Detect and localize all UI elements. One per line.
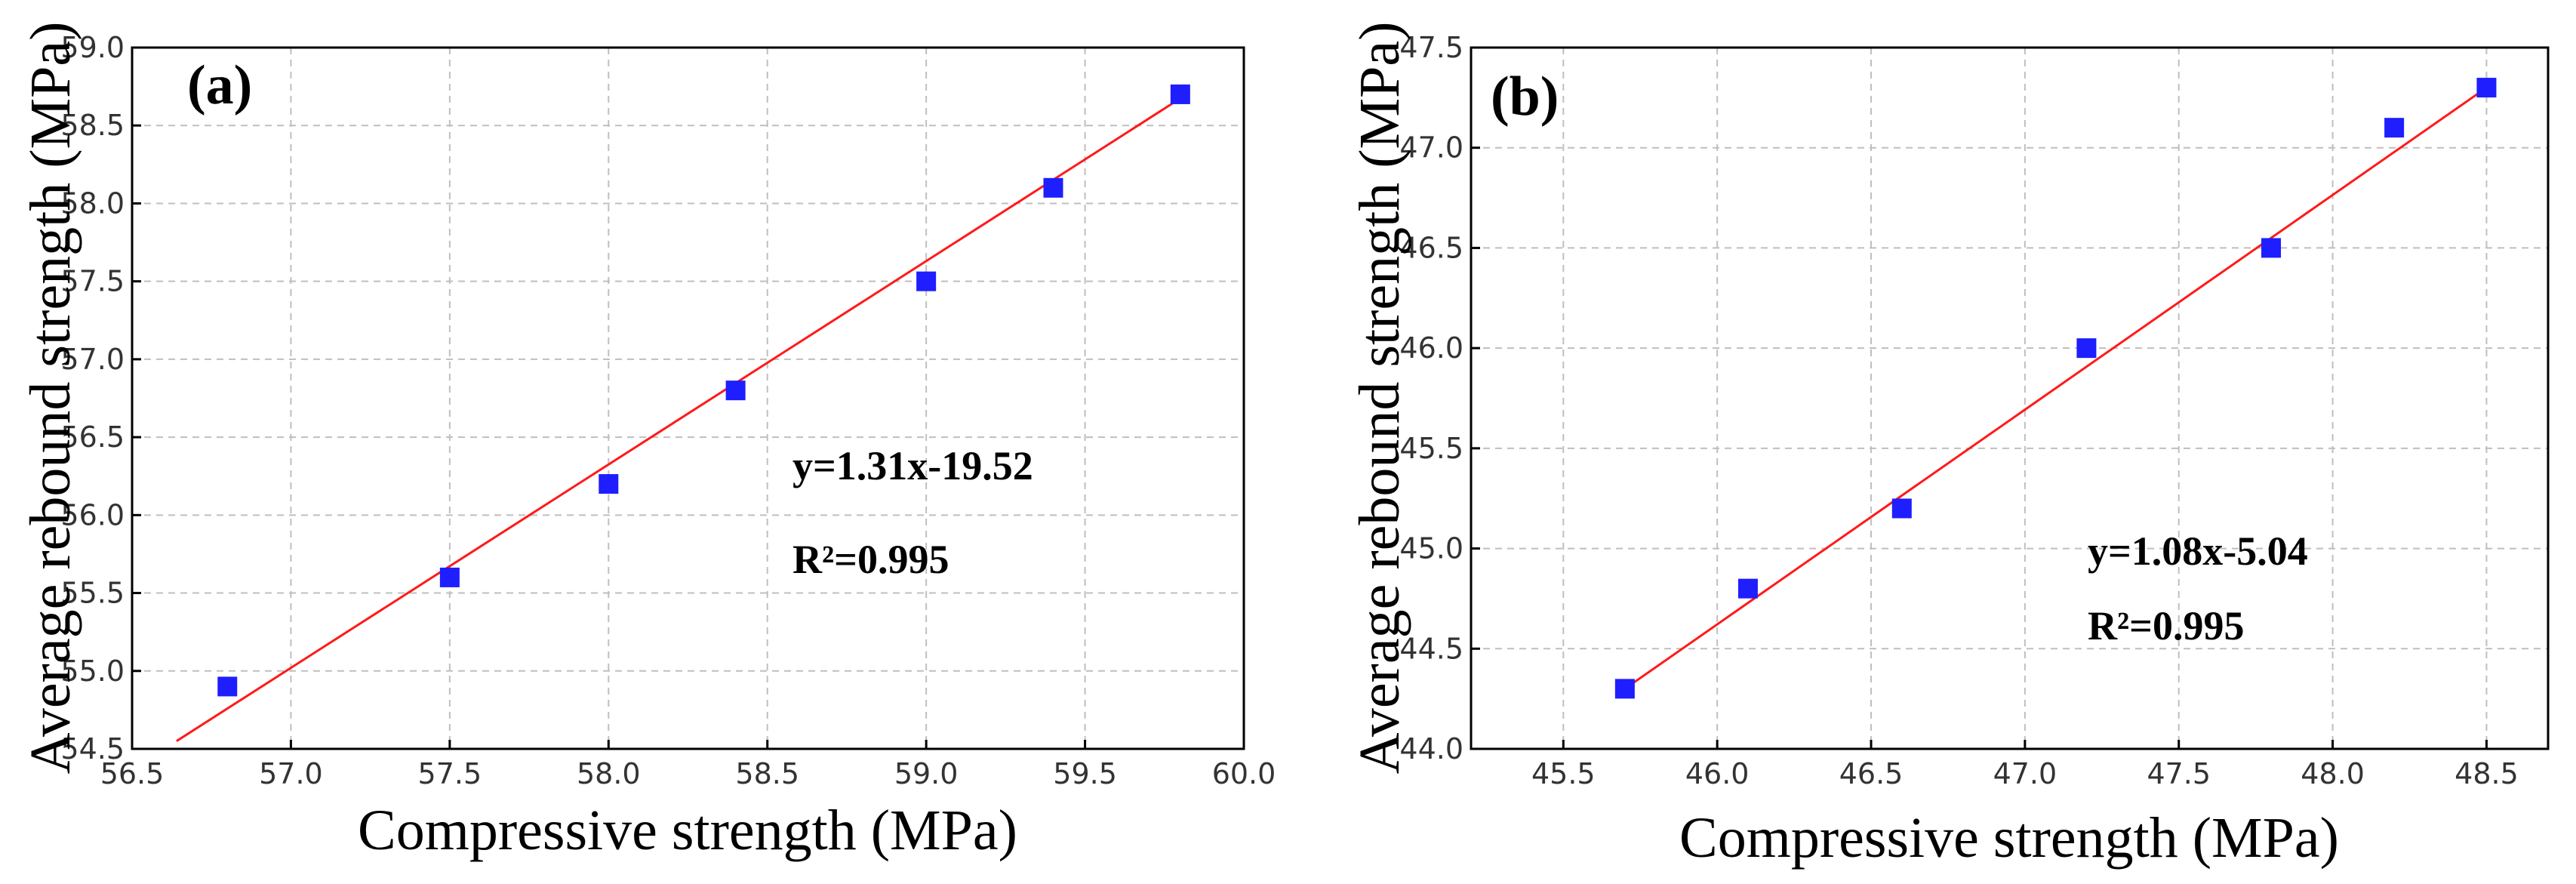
x-tick-label: 46.0 xyxy=(1685,757,1750,790)
r-squared-a: R²=0.995 xyxy=(792,537,949,582)
x-tick-label: 58.0 xyxy=(577,757,641,790)
data-point xyxy=(1737,578,1758,599)
x-tick-label: 58.5 xyxy=(735,757,799,790)
y-tick-label: 45.0 xyxy=(1399,532,1463,565)
x-tick-label: 60.0 xyxy=(1212,757,1276,790)
x-tick-label: 59.0 xyxy=(894,757,959,790)
data-point xyxy=(1170,84,1190,104)
y-tick-label: 46.0 xyxy=(1399,331,1463,365)
data-point xyxy=(2476,78,2497,98)
panel-label-b: (b) xyxy=(1491,66,1559,128)
y-tick-label: 44.0 xyxy=(1399,732,1463,765)
equation-b: y=1.08x-5.04 xyxy=(2088,528,2308,574)
panel-a: 56.5 57.0 57.5 58.0 58.5 59.0 59.5 60.0 54.5 55.0… xyxy=(19,22,1276,862)
data-point xyxy=(599,474,619,494)
y-axis-title-a: Average rebound strength (MPa) xyxy=(19,22,82,775)
y-tick-label: 55.5 xyxy=(60,577,125,610)
y-tick-label: 54.5 xyxy=(60,732,125,765)
y-tick-label: 46.5 xyxy=(1399,231,1463,264)
data-point xyxy=(2261,238,2282,258)
x-tick-label: 46.5 xyxy=(1839,757,1904,790)
y-tick-label: 45.5 xyxy=(1399,432,1463,465)
x-tick-label: 57.5 xyxy=(418,757,482,790)
data-point xyxy=(217,676,238,697)
fit-line-a xyxy=(176,93,1188,742)
ticks-a: 56.5 57.0 57.5 58.0 58.5 59.0 59.5 60.0 54.5 55.0… xyxy=(60,31,1276,790)
ticks-b: 45.5 46.0 46.5 47.0 47.5 48.0 48.5 44.0 44.5 45.0… xyxy=(1399,31,2518,790)
y-tick-label: 47.0 xyxy=(1399,131,1463,165)
y-tick-label: 55.0 xyxy=(60,655,125,688)
plot-frame-a xyxy=(131,46,1245,750)
data-point xyxy=(1043,177,1063,198)
panel-label-a: (a) xyxy=(187,54,252,116)
y-tick-label: 56.5 xyxy=(60,420,125,454)
y-tick-label: 56.0 xyxy=(60,498,125,531)
x-axis-title-a: Compressive strength (MPa) xyxy=(358,799,1017,862)
grid-a xyxy=(132,48,1244,749)
plot-frame-b xyxy=(1470,46,2550,750)
y-tick-label: 47.5 xyxy=(1399,31,1463,64)
data-point xyxy=(439,567,460,587)
x-tick-label: 48.0 xyxy=(2301,757,2365,790)
x-tick-label: 59.5 xyxy=(1053,757,1117,790)
x-tick-label: 45.5 xyxy=(1531,757,1596,790)
r-squared-b: R²=0.995 xyxy=(2088,603,2244,648)
data-point xyxy=(1614,679,1635,699)
equation-a: y=1.31x-19.52 xyxy=(792,443,1033,488)
points-a xyxy=(217,84,1190,697)
fit-line-b xyxy=(1623,86,2488,690)
x-tick-label: 47.0 xyxy=(1993,757,2057,790)
y-tick-label: 59.0 xyxy=(60,31,125,64)
data-point xyxy=(1891,498,1912,519)
y-axis-title-b: Average rebound strength (MPa) xyxy=(1348,22,1411,775)
y-tick-label: 44.5 xyxy=(1399,632,1463,665)
data-point xyxy=(916,271,937,291)
x-axis-title-b: Compressive strength (MPa) xyxy=(1679,806,2339,870)
data-point xyxy=(2076,338,2097,359)
y-tick-label: 57.0 xyxy=(60,343,125,376)
x-tick-label: 47.5 xyxy=(2147,757,2211,790)
points-b xyxy=(1614,78,2497,699)
x-tick-label: 57.0 xyxy=(259,757,323,790)
x-tick-label: 48.5 xyxy=(2454,757,2519,790)
grid-b xyxy=(1471,48,2548,749)
y-tick-label: 58.0 xyxy=(60,186,125,220)
panel-b: 45.5 46.0 46.5 47.0 47.5 48.0 48.5 44.0 44.5 45.0… xyxy=(1348,22,2550,870)
x-tick-label: 56.5 xyxy=(100,757,165,790)
data-point xyxy=(2384,118,2405,138)
y-tick-label: 58.5 xyxy=(60,109,125,142)
y-tick-label: 57.5 xyxy=(60,265,125,298)
data-point xyxy=(725,380,746,401)
